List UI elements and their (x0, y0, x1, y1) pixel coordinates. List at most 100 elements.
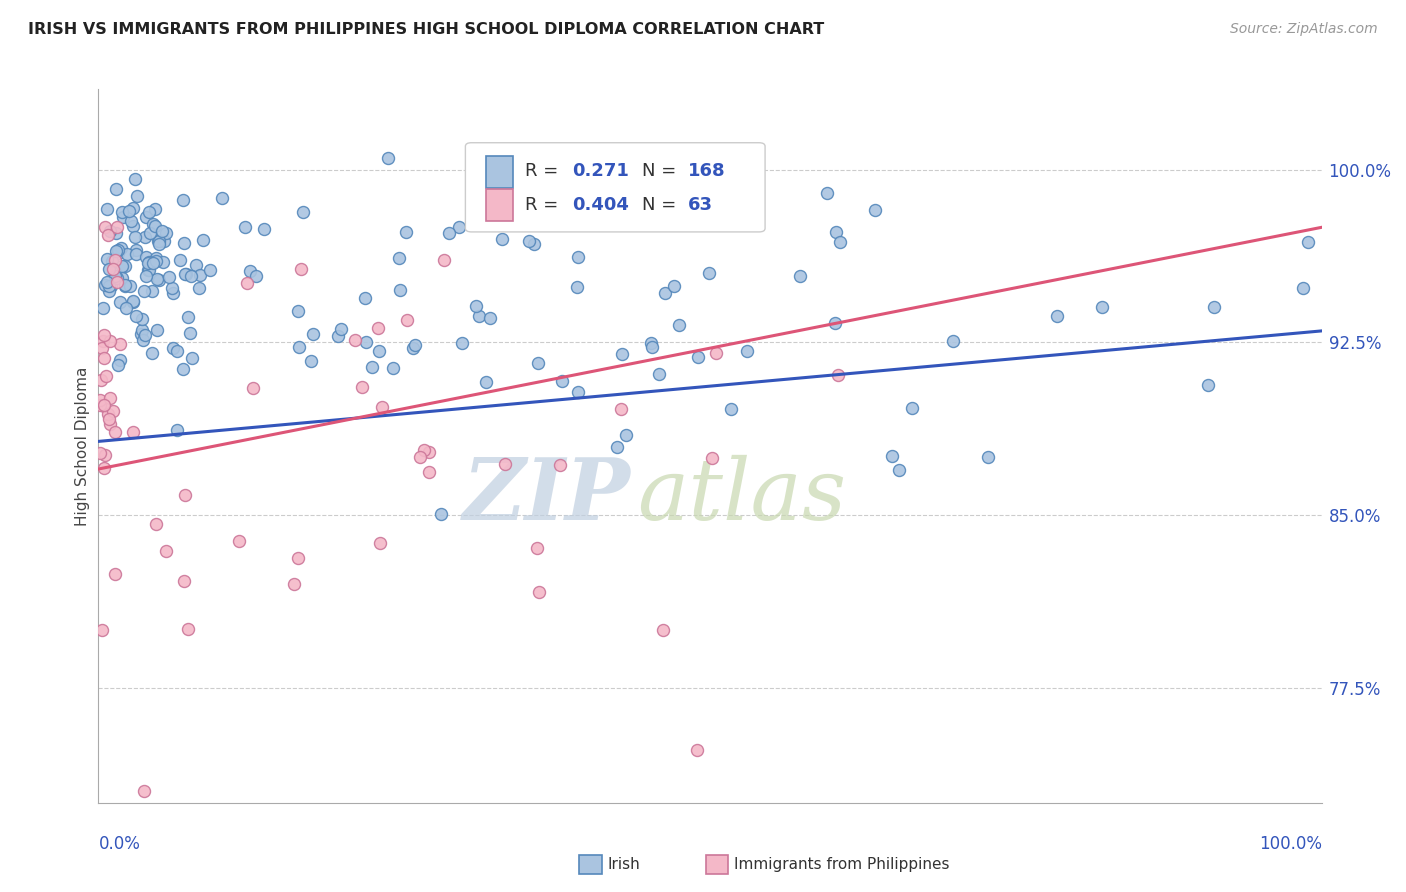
Point (173, 574, 195, 588)
FancyBboxPatch shape (486, 155, 513, 187)
Point (418, 465, 440, 479)
Point (93, 399, 115, 413)
Point (100, 417, 122, 431)
Point (245, 269, 267, 284)
Point (1091, 300, 1114, 314)
Point (124, 230, 146, 244)
Point (104, 244, 127, 259)
Point (827, 368, 849, 382)
Point (287, 550, 309, 565)
Point (606, 440, 628, 454)
Point (105, 226, 128, 240)
Point (685, 743, 707, 757)
Point (122, 219, 145, 233)
Point (155, 544, 177, 558)
Point (641, 340, 664, 354)
Point (91, 623, 114, 637)
Point (129, 326, 152, 341)
Point (177, 623, 200, 637)
Point (526, 541, 548, 555)
Point (145, 252, 167, 266)
Point (352, 380, 374, 394)
Point (343, 333, 366, 347)
Point (103, 404, 125, 418)
Point (640, 336, 662, 351)
Point (91, 334, 114, 348)
Point (188, 268, 211, 283)
Text: ZIP: ZIP (463, 454, 630, 538)
Point (96, 252, 118, 267)
Point (89, 446, 111, 460)
Point (98, 223, 121, 237)
Point (98, 334, 121, 348)
Point (475, 375, 498, 389)
Point (291, 205, 314, 219)
Point (93, 301, 115, 315)
Point (134, 328, 156, 343)
Point (138, 255, 160, 269)
Point (430, 507, 453, 521)
Point (111, 271, 134, 285)
Point (122, 425, 145, 440)
Point (180, 269, 202, 284)
Point (612, 347, 634, 361)
Point (299, 353, 322, 368)
Point (150, 224, 173, 238)
Point (134, 230, 156, 244)
Point (664, 278, 686, 293)
Point (96, 202, 118, 217)
Point (464, 299, 486, 313)
Point (648, 367, 671, 381)
Point (152, 235, 174, 249)
Point (551, 374, 574, 388)
Point (141, 285, 163, 299)
Point (96, 275, 118, 289)
Point (101, 261, 124, 276)
Point (479, 310, 502, 325)
Point (172, 193, 194, 207)
Point (98, 412, 121, 426)
Point (125, 243, 148, 257)
Point (700, 450, 723, 465)
Point (491, 231, 513, 245)
Point (173, 267, 195, 281)
Point (136, 262, 159, 277)
Point (152, 255, 174, 269)
Text: IRISH VS IMMIGRANTS FROM PHILIPPINES HIGH SCHOOL DIPLOMA CORRELATION CHART: IRISH VS IMMIGRANTS FROM PHILIPPINES HIG… (28, 22, 824, 37)
Point (302, 327, 325, 342)
Point (565, 280, 588, 294)
Point (173, 235, 195, 250)
Point (98, 285, 121, 299)
Point (107, 246, 129, 260)
Point (105, 275, 128, 289)
Point (132, 784, 155, 798)
Point (125, 309, 148, 323)
Point (517, 234, 540, 248)
Point (131, 311, 153, 326)
Point (288, 340, 311, 354)
Point (108, 294, 131, 309)
Point (388, 283, 411, 297)
Point (97, 227, 120, 242)
Point (179, 326, 201, 341)
Point (654, 286, 676, 301)
Point (162, 286, 184, 301)
Point (198, 263, 221, 277)
Point (188, 280, 211, 294)
Point (100, 279, 122, 293)
Point (1292, 280, 1315, 294)
Point (174, 267, 197, 281)
Point (523, 236, 546, 251)
Point (93, 351, 115, 366)
Point (146, 272, 169, 286)
Point (155, 226, 177, 240)
Point (177, 310, 200, 325)
Point (550, 458, 572, 472)
Point (242, 381, 264, 395)
Point (96, 369, 118, 384)
Point (135, 269, 157, 284)
Point (115, 247, 138, 261)
Point (114, 277, 136, 292)
Point (1204, 301, 1226, 315)
Point (494, 457, 516, 471)
